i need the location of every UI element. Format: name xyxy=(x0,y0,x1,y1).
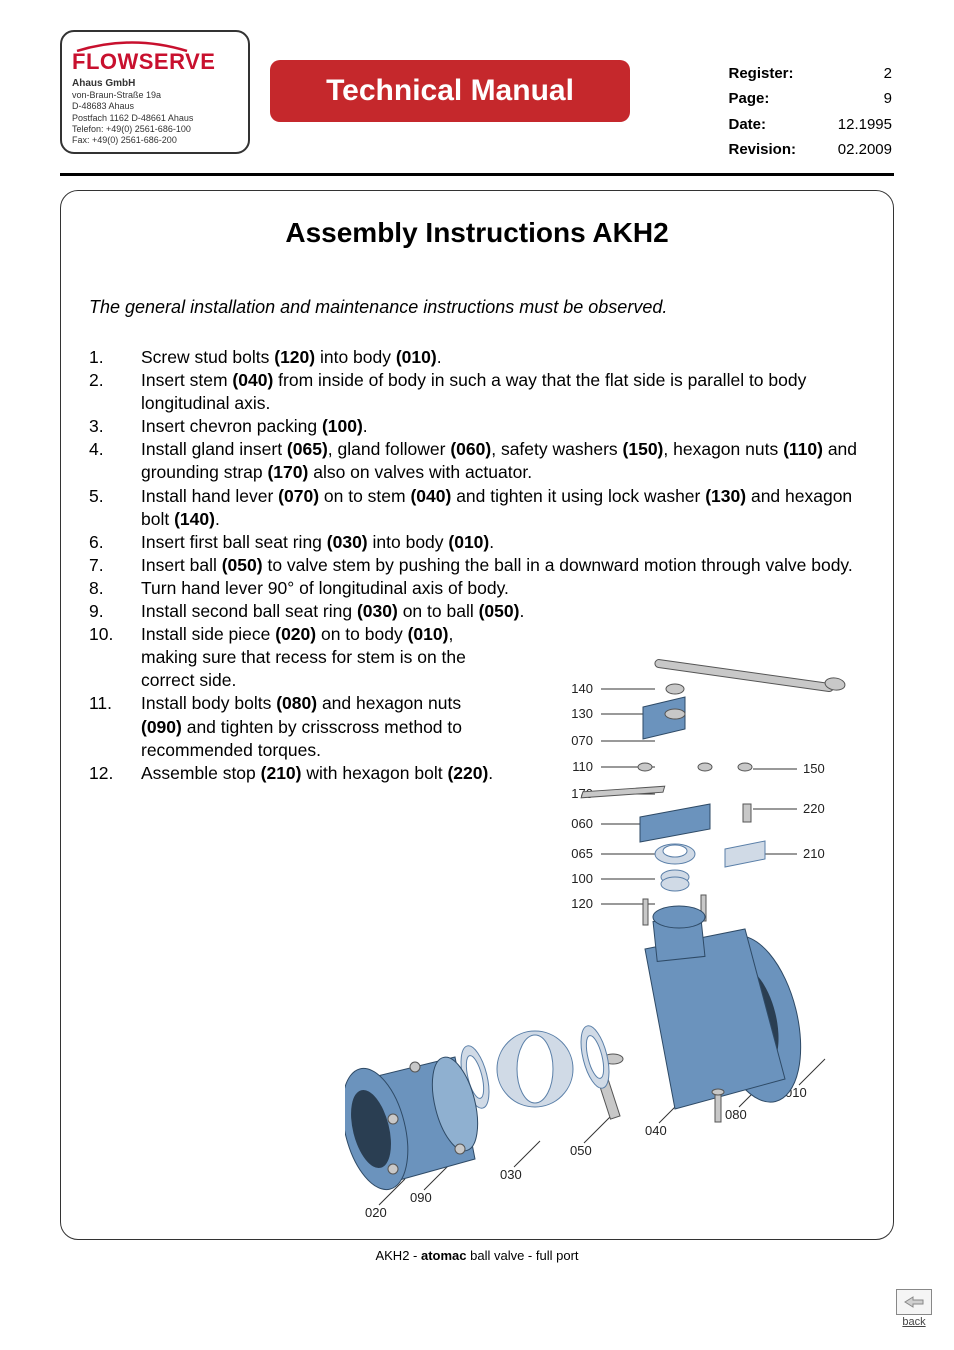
svg-text:020: 020 xyxy=(365,1205,387,1219)
meta-table: Register: 2 Page: 9 Date: 12.1995 Revisi… xyxy=(726,60,894,163)
main-heading: Assembly Instructions AKH2 xyxy=(89,217,865,249)
part-bodybolt xyxy=(712,1089,724,1122)
svg-text:210: 210 xyxy=(803,846,825,861)
svg-text:080: 080 xyxy=(725,1107,747,1122)
meta-value: 9 xyxy=(828,87,892,110)
step-7: Insert ball (050) to valve stem by pushi… xyxy=(141,554,865,577)
svg-text:120: 120 xyxy=(571,896,593,911)
svg-text:220: 220 xyxy=(803,801,825,816)
address-line: Postfach 1162 D-48661 Ahaus xyxy=(72,113,238,124)
part-body xyxy=(645,906,816,1112)
part-lever xyxy=(643,659,846,739)
step-1: Screw stud bolts (120) into body (010). xyxy=(141,346,865,369)
svg-text:050: 050 xyxy=(570,1143,592,1158)
part-sidepiece xyxy=(345,1053,486,1197)
meta-label: Date: xyxy=(728,113,826,136)
svg-text:110: 110 xyxy=(572,759,593,774)
notice-text: The general installation and maintenance… xyxy=(89,297,865,318)
svg-text:100: 100 xyxy=(571,871,593,886)
meta-label: Page: xyxy=(728,87,826,110)
svg-text:030: 030 xyxy=(500,1167,522,1182)
address-line: Fax: +49(0) 2561-686-200 xyxy=(72,135,238,146)
svg-text:130: 130 xyxy=(571,706,593,721)
company-logo-block: FLOWSERVE Ahaus GmbH von-Braun-Straße 19… xyxy=(60,30,250,154)
step-4: Install gland insert (065), gland follow… xyxy=(141,438,865,484)
step-8: Turn hand lever 90° of longitudinal axis… xyxy=(141,577,865,600)
meta-value: 2 xyxy=(828,62,892,85)
step-3: Insert chevron packing (100). xyxy=(141,415,865,438)
company-name: Ahaus GmbH xyxy=(72,78,238,91)
meta-value: 12.1995 xyxy=(828,113,892,136)
svg-text:140: 140 xyxy=(571,681,593,696)
step-2: Insert stem (040) from inside of body in… xyxy=(141,369,865,415)
svg-text:060: 060 xyxy=(571,816,593,831)
meta-value: 02.2009 xyxy=(828,138,892,161)
footer-text: AKH2 - atomac ball valve - full port xyxy=(60,1248,894,1263)
back-link[interactable]: back xyxy=(896,1289,932,1328)
address-line: D-48683 Ahaus xyxy=(72,101,238,112)
svg-text:150: 150 xyxy=(803,761,825,776)
address-line: Telefon: +49(0) 2561-686-100 xyxy=(72,124,238,135)
content-frame: Assembly Instructions AKH2 The general i… xyxy=(60,190,894,1240)
logo-brand-text: FLOWSERVE xyxy=(72,48,238,76)
part-rightstack xyxy=(725,763,765,867)
svg-text:040: 040 xyxy=(645,1123,667,1138)
part-ball xyxy=(497,1031,573,1107)
title-banner: Technical Manual xyxy=(270,60,630,122)
step-5: Install hand lever (070) on to stem (040… xyxy=(141,485,865,531)
step-9: Install second ball seat ring (030) on t… xyxy=(141,600,865,623)
back-arrow-icon xyxy=(896,1289,932,1315)
svg-text:065: 065 xyxy=(571,846,593,861)
svg-text:070: 070 xyxy=(571,733,593,748)
exploded-diagram: 140130070110170060065100120 150220210 01… xyxy=(345,649,875,1219)
meta-label: Register: xyxy=(728,62,826,85)
address-line: von-Braun-Straße 19a xyxy=(72,90,238,101)
meta-label: Revision: xyxy=(728,138,826,161)
divider xyxy=(60,173,894,176)
step-6: Insert first ball seat ring (030) into b… xyxy=(141,531,865,554)
svg-text:090: 090 xyxy=(410,1190,432,1205)
